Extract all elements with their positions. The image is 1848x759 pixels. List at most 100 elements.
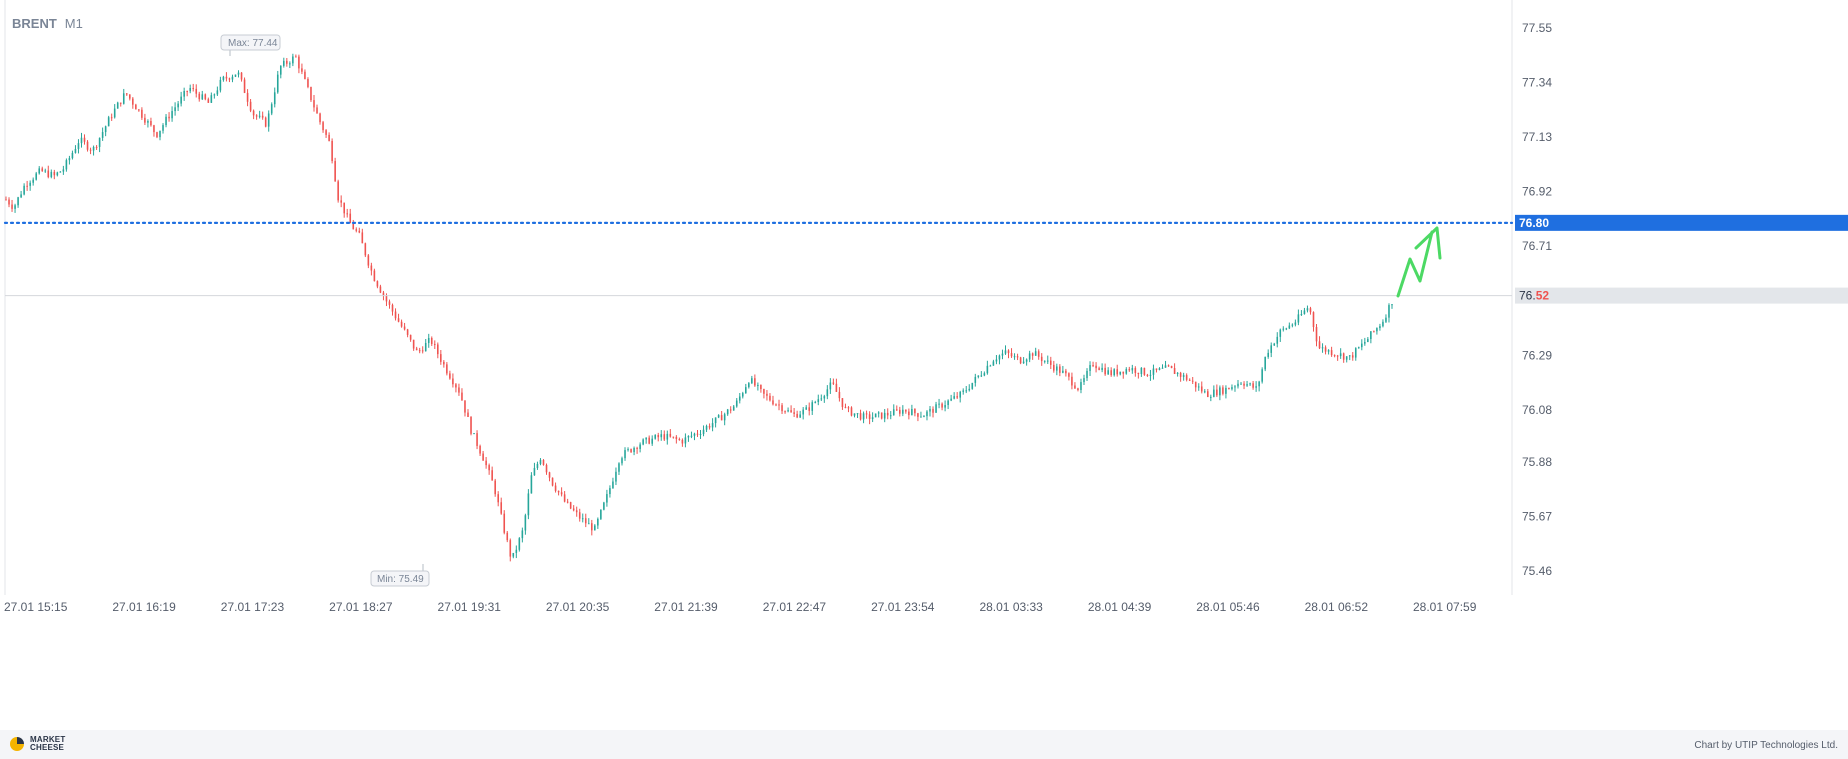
candle-body — [440, 354, 442, 362]
candle-body — [458, 387, 460, 393]
candle-body — [279, 65, 282, 75]
candle-body — [1330, 350, 1333, 356]
candle-body — [424, 342, 427, 352]
candle-body — [938, 403, 940, 405]
candle-body — [20, 194, 22, 198]
candle-body — [74, 148, 77, 153]
candle-body — [68, 158, 71, 161]
candlestick-series — [5, 53, 1393, 562]
candle-body — [627, 449, 629, 451]
candle-body — [612, 481, 614, 489]
candle-body — [201, 94, 204, 100]
price-axis[interactable]: 77.55 77.34 77.13 76.92 76.71 76.29 76.08 75.88… — [1522, 21, 1552, 578]
candle-body — [231, 76, 234, 80]
candle-body — [1279, 329, 1282, 337]
candle-body — [92, 146, 95, 151]
candle-body — [192, 87, 195, 89]
candle-body — [14, 205, 16, 209]
candle-body — [213, 94, 216, 96]
candle-body — [343, 202, 345, 214]
price-chart[interactable]: 76.52 76.80 Max: 77.44 Min: 75.49 77.55 77.3… — [0, 0, 1848, 730]
candle-body — [1007, 350, 1010, 354]
candle-body — [914, 408, 916, 414]
candle-body — [207, 99, 210, 103]
candle-body — [367, 255, 370, 266]
price-tick-label: 76.71 — [1522, 239, 1552, 253]
candle-body — [304, 71, 306, 80]
current-price-badge — [1515, 287, 1848, 304]
candle-body — [971, 382, 974, 389]
candle-body — [1318, 341, 1321, 349]
candle-body — [865, 413, 868, 415]
candle-body — [654, 435, 657, 439]
candle-body — [1237, 383, 1239, 387]
candle-body — [757, 384, 759, 386]
candle-body — [237, 72, 240, 75]
candle-body — [1197, 386, 1200, 388]
candle-body — [748, 383, 750, 388]
candle-body — [1309, 308, 1312, 313]
candle-body — [1367, 339, 1369, 343]
candle-body — [572, 508, 575, 511]
candle-body — [808, 407, 811, 411]
candle-body — [935, 404, 937, 413]
time-tick-label: 27.01 16:19 — [112, 600, 176, 614]
candle-body — [1288, 325, 1291, 329]
candle-body — [672, 436, 675, 438]
candle-body — [86, 141, 89, 150]
candle-body — [735, 400, 738, 407]
candle-body — [35, 173, 37, 180]
candle-body — [132, 98, 134, 105]
candle-body — [569, 502, 572, 509]
candle-body — [159, 130, 161, 138]
candle-body — [1167, 365, 1170, 367]
candle-body — [503, 513, 506, 533]
time-tick-label: 27.01 19:31 — [438, 600, 502, 614]
candle-body — [1110, 370, 1112, 376]
candle-body — [512, 552, 515, 557]
candle-body — [1080, 382, 1082, 390]
candle-body — [1161, 367, 1164, 369]
candle-body — [1234, 386, 1236, 388]
candle-body — [1370, 331, 1372, 340]
candle-body — [1101, 367, 1103, 370]
candle-body — [113, 108, 116, 118]
time-tick-label: 28.01 07:59 — [1413, 600, 1477, 614]
time-tick-label: 28.01 05:46 — [1196, 600, 1260, 614]
candle-body — [566, 501, 569, 503]
candle-body — [337, 181, 339, 201]
candle-body — [464, 400, 466, 413]
candle-body — [989, 365, 992, 367]
candle-body — [799, 414, 801, 418]
candle-body — [814, 402, 817, 404]
candle-body — [258, 115, 261, 117]
candle-body — [965, 390, 968, 392]
candle-body — [195, 88, 198, 94]
candle-body — [473, 433, 475, 435]
candle-body — [1303, 310, 1306, 315]
price-tick-label: 77.13 — [1522, 130, 1552, 144]
candle-body — [648, 437, 650, 444]
candle-body — [385, 296, 388, 302]
candle-body — [1216, 389, 1218, 396]
candle-body — [657, 435, 660, 438]
candle-body — [1010, 353, 1013, 357]
candle-body — [1140, 367, 1143, 374]
candle-body — [1339, 353, 1342, 357]
candle-body — [427, 337, 430, 343]
candle-body — [591, 523, 593, 531]
candle-body — [183, 90, 185, 97]
candle-body — [1062, 370, 1064, 373]
candle-body — [129, 94, 131, 99]
candle-body — [1056, 366, 1058, 371]
candle-body — [479, 445, 481, 454]
candle-body — [1173, 368, 1176, 375]
time-axis[interactable]: 27.01 15:15 27.01 16:19 27.01 17:23 27.01 1… — [4, 600, 1477, 614]
candle-body — [726, 409, 729, 415]
symbol-name: BRENT — [12, 16, 57, 31]
candle-body — [171, 111, 173, 119]
candle-body — [243, 79, 246, 93]
price-tick-label: 75.46 — [1522, 564, 1552, 578]
candle-body — [551, 477, 554, 486]
logo-line-2: CHEESE — [30, 743, 65, 752]
